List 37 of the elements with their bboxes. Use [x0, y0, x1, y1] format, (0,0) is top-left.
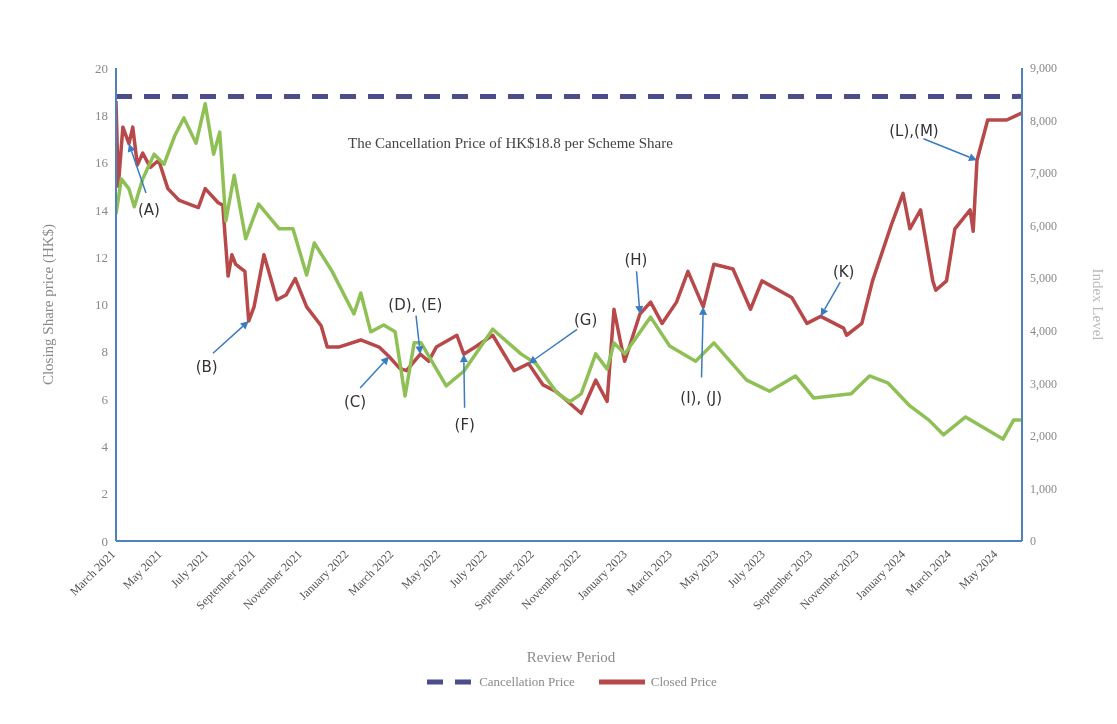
- y-tick-label: 0: [101, 533, 108, 549]
- annotation: The Cancellation Price of HK$18.8 per Scheme Share: [348, 135, 673, 152]
- y2-tick-label: 1,000: [1030, 481, 1057, 496]
- annotation: (K): [832, 263, 855, 282]
- legend-label: Closed Price: [649, 674, 717, 690]
- y2-tick-label: 6,000: [1030, 218, 1057, 233]
- y2-tick-label: 5,000: [1030, 271, 1057, 286]
- y2-tick-label: 9,000: [1030, 61, 1057, 76]
- annotation: (G): [573, 310, 598, 329]
- x-axis-title: Review Period: [525, 649, 617, 666]
- y-axis-title: Closing Share price (HK$): [40, 223, 58, 386]
- y-tick-label: 16: [95, 155, 109, 171]
- legend-label: Cancellation Price: [478, 674, 575, 690]
- annotation: (H): [624, 250, 648, 269]
- y2-tick-label: 8,000: [1030, 113, 1057, 128]
- y2-tick-label: 7,000: [1030, 166, 1057, 181]
- annotation: (A): [137, 200, 160, 219]
- y-tick-label: 10: [95, 297, 108, 313]
- y2-tick-label: 0: [1030, 534, 1036, 549]
- y-tick-label: 20: [95, 60, 108, 76]
- annotation: (C): [343, 392, 367, 411]
- y2-tick-label: 2,000: [1030, 429, 1057, 444]
- annotation: (D), (E): [388, 296, 443, 315]
- y-tick-label: 12: [95, 249, 108, 265]
- annotation: (I), (J): [680, 388, 723, 407]
- y-tick-label: 2: [101, 486, 108, 502]
- y-tick-label: 4: [101, 439, 109, 455]
- annotation: (B): [195, 358, 218, 377]
- y-tick-label: 8: [101, 344, 108, 360]
- y-tick-label: 14: [95, 202, 109, 218]
- y2-tick-label: 4,000: [1030, 324, 1057, 339]
- y2-tick-label: 3,000: [1030, 376, 1057, 391]
- annotation: (L),(M): [889, 122, 939, 141]
- y2-axis-title: Index Level: [1089, 268, 1106, 341]
- y-tick-label: 18: [95, 107, 108, 123]
- y-tick-label: 6: [101, 391, 109, 407]
- annotation: (F): [454, 416, 475, 435]
